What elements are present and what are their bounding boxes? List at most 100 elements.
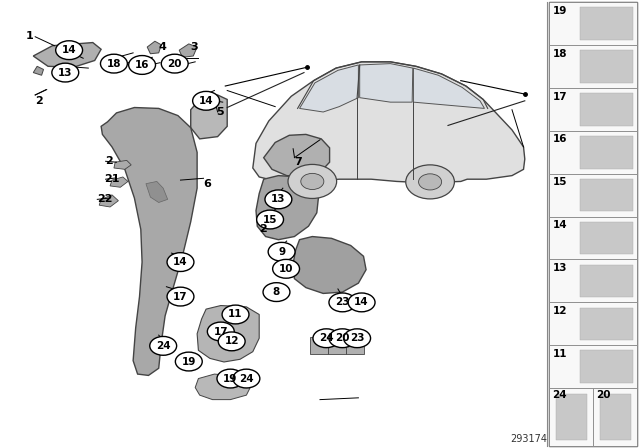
Text: 20: 20 xyxy=(168,59,182,69)
Bar xyxy=(580,307,633,340)
Text: 13: 13 xyxy=(58,68,72,78)
Text: 15: 15 xyxy=(553,177,568,187)
Text: 18: 18 xyxy=(107,59,121,69)
Polygon shape xyxy=(146,181,168,202)
Circle shape xyxy=(329,293,356,312)
Circle shape xyxy=(257,210,284,229)
Circle shape xyxy=(207,322,234,341)
Bar xyxy=(549,2,637,446)
Text: 15: 15 xyxy=(263,215,277,224)
Bar xyxy=(580,222,633,254)
Bar xyxy=(549,2,637,45)
Circle shape xyxy=(344,329,371,348)
Circle shape xyxy=(150,336,177,355)
Text: 18: 18 xyxy=(553,49,568,59)
Text: 8: 8 xyxy=(273,287,280,297)
Text: 13: 13 xyxy=(553,263,568,273)
Bar xyxy=(310,337,328,354)
Bar xyxy=(580,50,633,83)
Text: 2: 2 xyxy=(35,96,43,106)
Text: 19: 19 xyxy=(553,6,567,16)
Text: 20: 20 xyxy=(596,390,611,401)
Polygon shape xyxy=(300,65,358,112)
Circle shape xyxy=(129,56,156,74)
Bar xyxy=(549,45,637,88)
Bar xyxy=(549,259,637,302)
Text: 3: 3 xyxy=(191,42,198,52)
Polygon shape xyxy=(413,68,484,108)
Polygon shape xyxy=(99,195,118,207)
Text: 4: 4 xyxy=(159,42,166,52)
Text: 2: 2 xyxy=(259,224,267,234)
Polygon shape xyxy=(195,374,251,400)
Text: 14: 14 xyxy=(173,257,188,267)
Text: 21: 21 xyxy=(104,174,119,184)
Polygon shape xyxy=(110,177,128,187)
Polygon shape xyxy=(293,237,366,293)
Circle shape xyxy=(217,369,244,388)
Text: 12: 12 xyxy=(553,306,568,316)
Bar xyxy=(580,179,633,211)
Circle shape xyxy=(329,329,356,348)
Circle shape xyxy=(222,305,249,324)
Text: 16: 16 xyxy=(135,60,149,70)
Bar xyxy=(580,93,633,126)
Bar xyxy=(328,337,346,354)
Circle shape xyxy=(167,253,194,271)
Polygon shape xyxy=(360,64,413,102)
Bar xyxy=(580,7,633,40)
Polygon shape xyxy=(33,66,44,75)
Text: 14: 14 xyxy=(553,220,568,230)
Circle shape xyxy=(175,352,202,371)
Circle shape xyxy=(419,174,442,190)
Circle shape xyxy=(348,293,375,312)
Bar xyxy=(580,350,633,383)
Text: 7: 7 xyxy=(294,157,302,167)
Polygon shape xyxy=(101,108,197,375)
Circle shape xyxy=(301,173,324,190)
Circle shape xyxy=(167,287,194,306)
Circle shape xyxy=(161,54,188,73)
Bar xyxy=(549,131,637,174)
Circle shape xyxy=(268,242,295,261)
Text: 16: 16 xyxy=(553,134,568,144)
Text: 5: 5 xyxy=(216,107,224,117)
Bar xyxy=(346,337,364,354)
Text: 11: 11 xyxy=(228,310,243,319)
Text: 14: 14 xyxy=(355,297,369,307)
Text: 19: 19 xyxy=(223,374,237,383)
Bar xyxy=(549,388,593,446)
Circle shape xyxy=(265,190,292,209)
Text: 2: 2 xyxy=(106,156,113,166)
Text: 12: 12 xyxy=(225,336,239,346)
Circle shape xyxy=(288,164,337,198)
Text: 17: 17 xyxy=(173,292,188,302)
Text: 24: 24 xyxy=(319,333,333,343)
Text: 14: 14 xyxy=(62,45,76,55)
Text: 24: 24 xyxy=(156,341,170,351)
Text: 24: 24 xyxy=(552,390,566,401)
Text: 23: 23 xyxy=(335,297,349,307)
Bar xyxy=(549,174,637,217)
Bar xyxy=(580,265,633,297)
Bar xyxy=(600,394,631,440)
Circle shape xyxy=(313,329,340,348)
Bar xyxy=(556,394,587,440)
Text: 24: 24 xyxy=(239,374,253,383)
Circle shape xyxy=(273,259,300,278)
Bar xyxy=(580,136,633,168)
Text: 13: 13 xyxy=(271,194,285,204)
Polygon shape xyxy=(197,306,259,362)
Circle shape xyxy=(100,54,127,73)
Circle shape xyxy=(52,63,79,82)
Circle shape xyxy=(233,369,260,388)
Bar xyxy=(549,302,637,345)
Polygon shape xyxy=(253,62,525,183)
Polygon shape xyxy=(114,160,131,169)
Text: 19: 19 xyxy=(182,357,196,366)
Polygon shape xyxy=(33,43,101,67)
Text: 17: 17 xyxy=(553,91,568,102)
Circle shape xyxy=(193,91,220,110)
Bar xyxy=(549,88,637,131)
Text: 20: 20 xyxy=(335,333,349,343)
